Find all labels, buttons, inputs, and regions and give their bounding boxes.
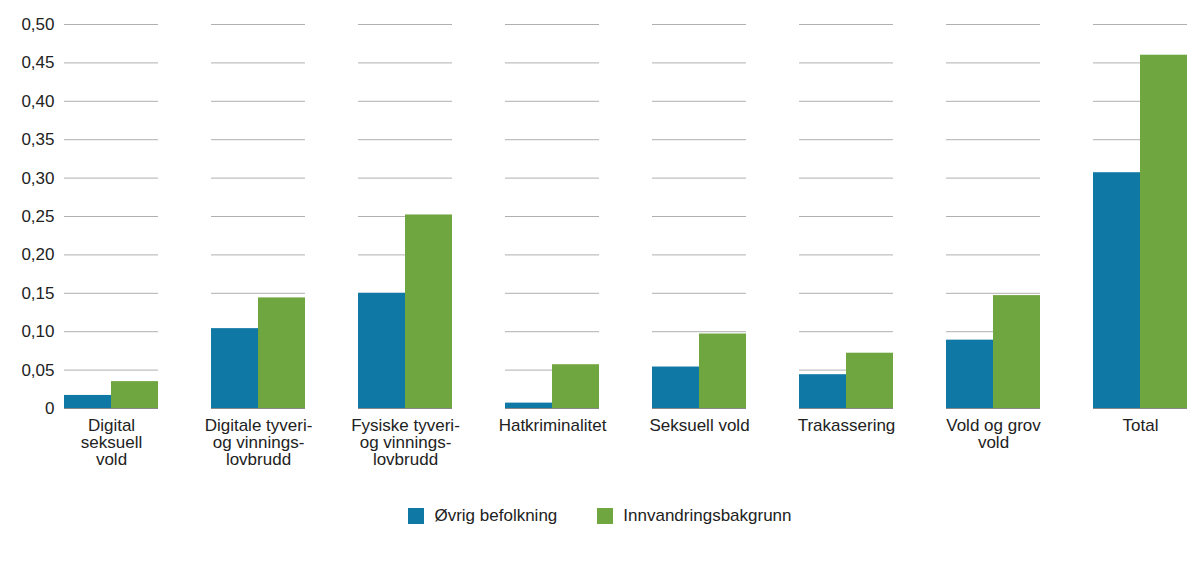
svg-text:Total: Total <box>1123 416 1159 435</box>
svg-text:0,15: 0,15 <box>21 284 54 303</box>
svg-text:Digitale tyveri-og vinnings-lo: Digitale tyveri-og vinnings-lovbrudd <box>205 416 313 469</box>
svg-text:Seksuell vold: Seksuell vold <box>649 416 749 435</box>
svg-text:0,05: 0,05 <box>21 361 54 380</box>
svg-text:0,40: 0,40 <box>21 92 54 111</box>
svg-text:Digitalseksuellvold: Digitalseksuellvold <box>81 416 142 469</box>
svg-text:0,25: 0,25 <box>21 207 54 226</box>
html-text:Øvrig befolkning: Øvrig befolkning <box>434 506 558 525</box>
svg-text:0,35: 0,35 <box>21 130 54 149</box>
svg-text:0: 0 <box>45 399 54 418</box>
html-text:Innvandringsbakgrunn: Innvandringsbakgrunn <box>623 506 792 525</box>
svg-text:0,20: 0,20 <box>21 245 54 264</box>
svg-text:0,50: 0,50 <box>21 15 54 34</box>
svg-text:0,30: 0,30 <box>21 169 54 188</box>
svg-text:0,10: 0,10 <box>21 322 54 341</box>
svg-text:Hatkriminalitet: Hatkriminalitet <box>499 416 607 435</box>
svg-text:0,45: 0,45 <box>21 53 54 72</box>
svg-text:Vold og grovvold: Vold og grovvold <box>946 416 1041 452</box>
svg-text:Trakassering: Trakassering <box>798 416 896 435</box>
svg-text:Fysiske tyveri-og vinnings-lov: Fysiske tyveri-og vinnings-lovbrudd <box>351 416 460 469</box>
